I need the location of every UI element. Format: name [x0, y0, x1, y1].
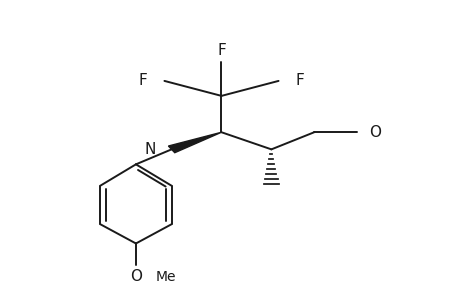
- Text: O: O: [368, 125, 380, 140]
- Text: F: F: [217, 44, 225, 59]
- Text: F: F: [138, 74, 147, 88]
- Text: F: F: [295, 74, 304, 88]
- Text: O: O: [129, 269, 142, 284]
- Text: Me: Me: [156, 270, 176, 283]
- Text: N: N: [144, 142, 156, 157]
- Polygon shape: [168, 132, 221, 153]
